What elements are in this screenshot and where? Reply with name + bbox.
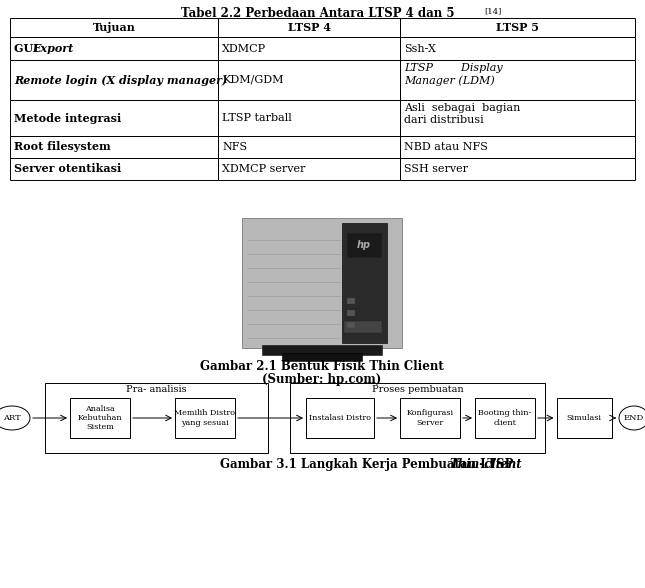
Text: Simulasi: Simulasi	[566, 414, 602, 422]
Text: ART: ART	[3, 414, 21, 422]
Text: LTSP tarball: LTSP tarball	[222, 113, 292, 123]
FancyBboxPatch shape	[557, 398, 611, 438]
Text: NBD atau NFS: NBD atau NFS	[404, 142, 488, 152]
FancyBboxPatch shape	[347, 233, 382, 258]
Text: dari distribusi: dari distribusi	[404, 115, 484, 125]
FancyBboxPatch shape	[347, 322, 355, 328]
Text: Instalasi Distro: Instalasi Distro	[309, 414, 371, 422]
FancyBboxPatch shape	[344, 321, 382, 333]
Text: Remote login (X display manager): Remote login (X display manager)	[14, 75, 227, 85]
Text: [14]: [14]	[484, 7, 501, 15]
FancyBboxPatch shape	[242, 218, 402, 348]
FancyBboxPatch shape	[262, 345, 382, 355]
Text: Booting thin-
client: Booting thin- client	[479, 409, 531, 427]
FancyBboxPatch shape	[175, 398, 235, 438]
FancyBboxPatch shape	[400, 398, 460, 438]
Text: NFS: NFS	[222, 142, 247, 152]
FancyBboxPatch shape	[342, 223, 387, 343]
Ellipse shape	[0, 406, 30, 430]
FancyBboxPatch shape	[347, 310, 355, 316]
Text: Tabel 2.2 Perbedaan Antara LTSP 4 dan 5: Tabel 2.2 Perbedaan Antara LTSP 4 dan 5	[181, 7, 455, 20]
Text: Proses pembuatan: Proses pembuatan	[372, 385, 463, 394]
Text: LTSP 5: LTSP 5	[496, 22, 539, 33]
Text: Thin-client: Thin-client	[449, 458, 522, 471]
Text: END: END	[624, 414, 644, 422]
FancyBboxPatch shape	[282, 353, 362, 361]
FancyBboxPatch shape	[70, 398, 130, 438]
Text: hp: hp	[357, 240, 371, 250]
Text: Manager (LDM): Manager (LDM)	[404, 75, 495, 86]
Text: KDM/GDM: KDM/GDM	[222, 75, 284, 85]
Text: Export: Export	[32, 43, 74, 54]
Text: SSH server: SSH server	[404, 164, 468, 174]
Text: Asli  sebagai  bagian: Asli sebagai bagian	[404, 103, 521, 113]
Text: XDMCP: XDMCP	[222, 44, 266, 54]
Text: GUI: GUI	[14, 43, 43, 54]
Text: Memilih Distro
yang sesuai: Memilih Distro yang sesuai	[175, 409, 235, 427]
Text: XDMCP server: XDMCP server	[222, 164, 305, 174]
FancyBboxPatch shape	[347, 298, 355, 304]
FancyBboxPatch shape	[290, 383, 545, 453]
Text: Analisa
Kebutuhan
Sistem: Analisa Kebutuhan Sistem	[77, 405, 123, 431]
Text: Root filesystem: Root filesystem	[14, 142, 111, 152]
FancyBboxPatch shape	[45, 383, 268, 453]
FancyBboxPatch shape	[475, 398, 535, 438]
Text: Ssh-X: Ssh-X	[404, 44, 436, 54]
Text: Server otentikasi: Server otentikasi	[14, 163, 121, 175]
FancyBboxPatch shape	[306, 398, 374, 438]
Text: Gambar 2.1 Bentuk Fisik Thin Client: Gambar 2.1 Bentuk Fisik Thin Client	[200, 360, 444, 373]
Text: Pra- analisis: Pra- analisis	[126, 385, 187, 394]
Text: LTSP 4: LTSP 4	[288, 22, 330, 33]
Text: Metode integrasi: Metode integrasi	[14, 112, 121, 123]
Text: Gambar 3.1 Langkah Kerja Pembuatan LTSP: Gambar 3.1 Langkah Kerja Pembuatan LTSP	[220, 458, 517, 471]
Text: Tujuan: Tujuan	[93, 22, 135, 33]
Text: (Sumber: hp.com): (Sumber: hp.com)	[263, 373, 382, 386]
Text: Konfigurasi
Server: Konfigurasi Server	[406, 409, 453, 427]
Text: LTSP        Display: LTSP Display	[404, 63, 502, 73]
Ellipse shape	[619, 406, 645, 430]
